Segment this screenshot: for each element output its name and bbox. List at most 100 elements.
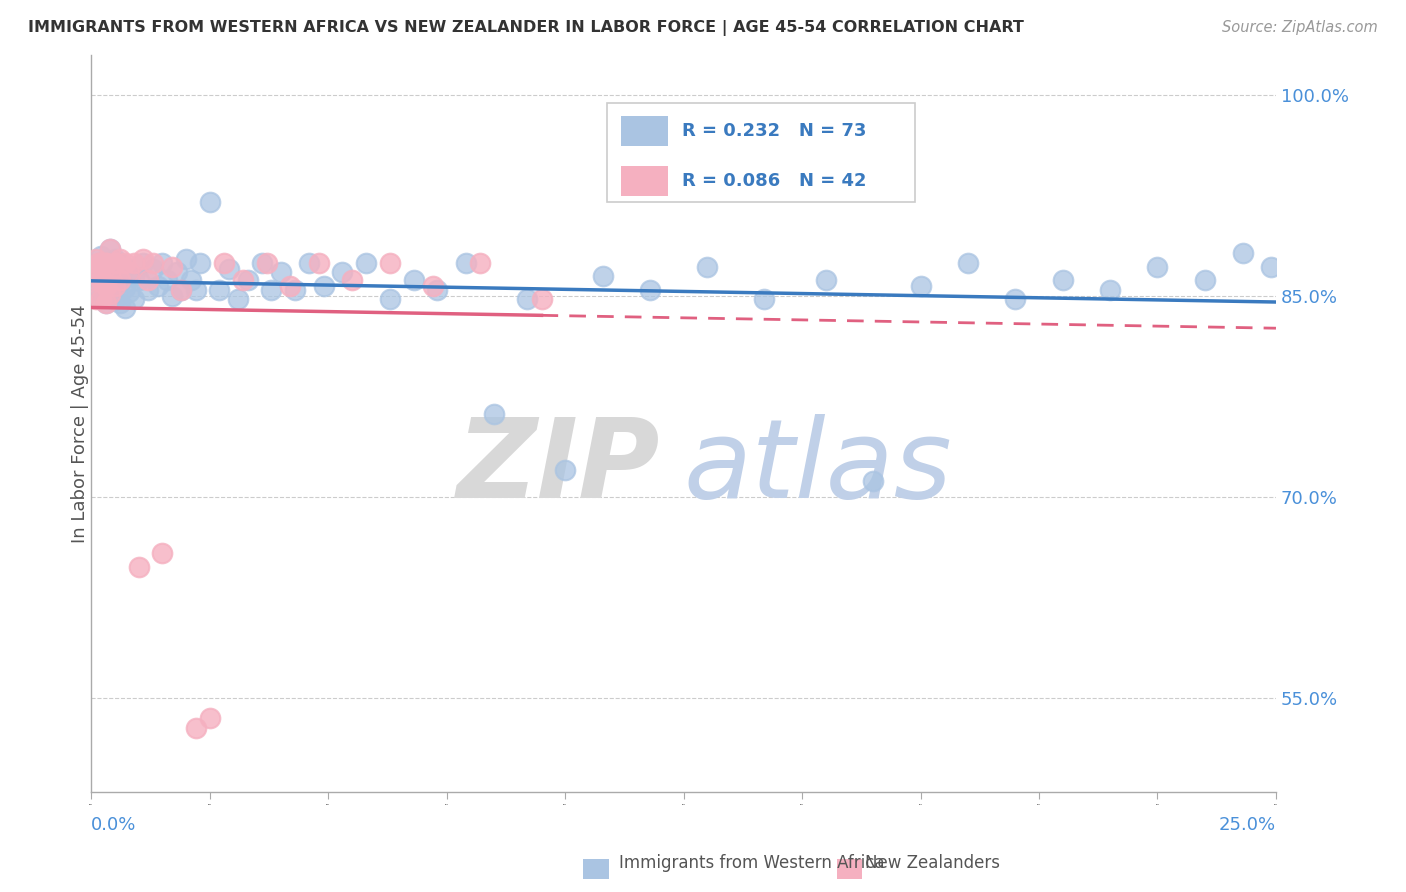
- Point: [114, 260, 136, 274]
- Point: [256, 256, 278, 270]
- Point: [122, 292, 145, 306]
- Point: [378, 256, 401, 270]
- Point: [114, 256, 136, 270]
- Text: atlas: atlas: [683, 414, 952, 521]
- Point: [184, 283, 207, 297]
- Point: [180, 273, 202, 287]
- Point: [198, 195, 221, 210]
- Point: [98, 265, 121, 279]
- Point: [1052, 273, 1074, 287]
- Text: IMMIGRANTS FROM WESTERN AFRICA VS NEW ZEALANDER IN LABOR FORCE | AGE 45-54 CORRE: IMMIGRANTS FROM WESTERN AFRICA VS NEW ZE…: [28, 20, 1024, 36]
- Text: ZIP: ZIP: [457, 414, 659, 521]
- Point: [1146, 260, 1168, 274]
- Point: [422, 278, 444, 293]
- Point: [94, 256, 117, 270]
- Point: [1194, 273, 1216, 287]
- Text: R = 0.232   N = 73: R = 0.232 N = 73: [682, 122, 868, 140]
- Point: [354, 256, 377, 270]
- Point: [454, 256, 477, 270]
- Point: [98, 286, 121, 301]
- Point: [118, 265, 141, 279]
- Point: [104, 293, 127, 308]
- Point: [94, 256, 117, 270]
- Point: [128, 560, 150, 574]
- Point: [132, 252, 155, 266]
- Point: [84, 262, 107, 277]
- Point: [142, 262, 165, 277]
- Point: [174, 252, 197, 266]
- Point: [98, 243, 121, 257]
- Point: [160, 260, 183, 274]
- Point: [83, 265, 105, 279]
- Point: [340, 273, 363, 287]
- Point: [468, 256, 491, 270]
- Point: [640, 283, 662, 297]
- Point: [91, 273, 114, 287]
- Point: [280, 278, 302, 293]
- Point: [1260, 260, 1282, 274]
- Point: [236, 273, 259, 287]
- Point: [146, 278, 169, 293]
- Point: [402, 273, 425, 287]
- Point: [378, 292, 401, 306]
- Point: [98, 286, 121, 301]
- FancyBboxPatch shape: [606, 103, 915, 202]
- Point: [754, 292, 776, 306]
- Text: 25.0%: 25.0%: [1219, 816, 1277, 834]
- Point: [482, 407, 505, 421]
- Point: [554, 463, 576, 477]
- Point: [1004, 292, 1026, 306]
- Point: [232, 273, 254, 287]
- Point: [1099, 283, 1122, 297]
- Point: [87, 256, 110, 270]
- Point: [226, 292, 249, 306]
- Point: [108, 276, 131, 290]
- Point: [84, 292, 107, 306]
- Point: [94, 256, 117, 270]
- Point: [90, 273, 112, 287]
- Point: [104, 273, 127, 287]
- Point: [516, 292, 538, 306]
- Point: [212, 256, 235, 270]
- Point: [136, 283, 159, 297]
- Point: [298, 256, 321, 270]
- Point: [108, 252, 131, 266]
- Point: [592, 269, 614, 284]
- Point: [94, 296, 117, 310]
- FancyBboxPatch shape: [621, 116, 668, 145]
- Point: [696, 260, 718, 274]
- Point: [108, 296, 131, 310]
- Point: [104, 256, 127, 270]
- Text: Immigrants from Western Africa: Immigrants from Western Africa: [619, 855, 884, 872]
- Point: [108, 256, 131, 270]
- Point: [118, 265, 141, 279]
- Point: [84, 273, 107, 287]
- Point: [94, 276, 117, 290]
- Point: [84, 252, 107, 266]
- Point: [90, 256, 112, 270]
- Point: [312, 278, 335, 293]
- Point: [814, 273, 837, 287]
- Point: [118, 285, 141, 300]
- Point: [166, 265, 188, 279]
- Point: [910, 278, 932, 293]
- Point: [104, 278, 127, 293]
- Point: [260, 283, 283, 297]
- Point: [862, 474, 884, 488]
- Point: [184, 721, 207, 735]
- Point: [90, 292, 112, 306]
- Point: [132, 256, 155, 270]
- Point: [128, 273, 150, 287]
- Point: [956, 256, 979, 270]
- Point: [208, 283, 231, 297]
- Point: [142, 256, 165, 270]
- FancyBboxPatch shape: [621, 166, 668, 195]
- Point: [122, 256, 145, 270]
- Point: [156, 273, 179, 287]
- Point: [170, 283, 193, 297]
- Point: [84, 283, 107, 297]
- Point: [114, 301, 136, 316]
- Point: [332, 265, 354, 279]
- Point: [94, 296, 117, 310]
- Point: [94, 278, 117, 293]
